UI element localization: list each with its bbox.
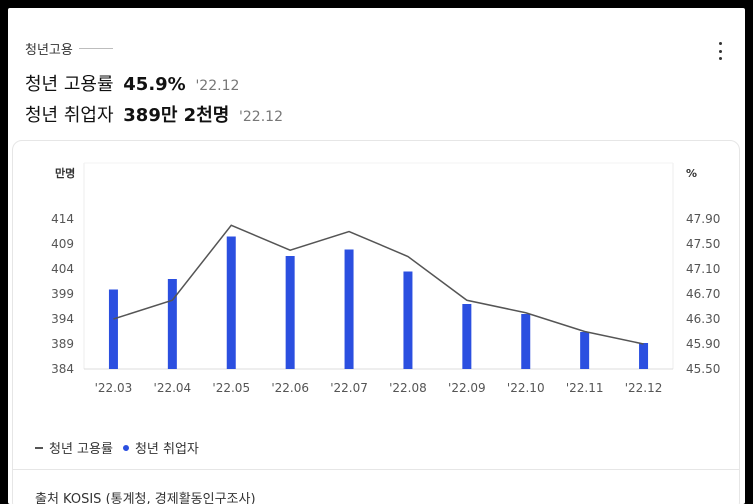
y-right-tick-label: 45.50 bbox=[686, 362, 720, 376]
combo-chart: 만명 % 414 409 404 399 394 389 384 47.90 47.50 47.10 4… bbox=[51, 162, 720, 395]
x-tick-label: '22.10 bbox=[507, 381, 545, 395]
y-right-tick-label: 46.30 bbox=[686, 312, 720, 326]
section-label: 청년고용 bbox=[25, 39, 113, 58]
x-tick-label: '22.07 bbox=[330, 381, 368, 395]
bar-9 bbox=[639, 343, 649, 369]
more-options-icon bbox=[718, 42, 722, 45]
stat-date: '22.12 bbox=[195, 78, 240, 94]
stat-label: 청년 고용률 bbox=[25, 74, 114, 95]
legend-label: 청년 취업자 bbox=[134, 442, 199, 457]
x-tick-label: '22.06 bbox=[271, 381, 309, 395]
bar-5 bbox=[403, 271, 413, 369]
youth-employed-count: 청년 취업자 389만 2천명 '22.12 bbox=[25, 101, 283, 127]
stat-date: '22.12 bbox=[239, 109, 283, 125]
source-text: 출처 KOSIS (통계청, 경제활동인구조사) bbox=[35, 492, 256, 504]
y-right-tick-label: 47.90 bbox=[686, 212, 720, 226]
stat-label: 청년 취업자 bbox=[25, 105, 114, 126]
y-left-tick-label: 414 bbox=[51, 212, 74, 226]
x-tick-label: '22.08 bbox=[389, 381, 427, 395]
legend-dash-icon bbox=[35, 446, 43, 449]
y-right-tick-label: 47.10 bbox=[686, 262, 720, 276]
y-right-tick-label: 47.50 bbox=[686, 237, 720, 251]
stat-value: 45.9% bbox=[123, 74, 186, 95]
x-tick-label: '22.11 bbox=[566, 381, 604, 395]
x-tick-label: '22.09 bbox=[448, 381, 486, 395]
bar-2 bbox=[226, 236, 236, 369]
more-options-button[interactable] bbox=[714, 42, 726, 60]
y-left-unit-label: 만명 bbox=[55, 166, 75, 180]
legend-item-rate[interactable]: 청년 고용률 bbox=[35, 438, 113, 457]
stat-value: 389만 2천명 bbox=[123, 105, 230, 126]
chart-panel: 만명% 414 409 404 399 394 389 384 47.90 47.50 47.10 4… bbox=[12, 140, 740, 504]
y-left-tick-label: 404 bbox=[51, 262, 74, 276]
legend-dot-icon bbox=[122, 444, 129, 451]
y-left-tick-label: 394 bbox=[51, 312, 74, 326]
y-left-tick-label: 389 bbox=[51, 337, 74, 351]
legend-item-employed[interactable]: 청년 취업자 bbox=[122, 438, 199, 457]
divider bbox=[13, 469, 739, 470]
bar-6 bbox=[462, 304, 472, 369]
section-label-text: 청년고용 bbox=[25, 43, 73, 58]
x-tick-label: '22.03 bbox=[95, 381, 133, 395]
x-tick-label: '22.05 bbox=[212, 381, 250, 395]
section-label-line bbox=[78, 48, 113, 49]
x-tick-label: '22.12 bbox=[625, 381, 663, 395]
bar-0 bbox=[108, 289, 118, 369]
y-left-tick-label: 399 bbox=[51, 287, 74, 301]
y-right-unit-label: % bbox=[686, 167, 697, 180]
bar-8 bbox=[580, 332, 590, 369]
y-right-tick-label: 46.70 bbox=[686, 287, 720, 301]
youth-employment-rate: 청년 고용률 45.9% '22.12 bbox=[25, 70, 239, 96]
bar-3 bbox=[285, 256, 295, 369]
y-left-tick-label: 409 bbox=[51, 237, 74, 251]
bar-7 bbox=[521, 314, 531, 369]
bar-1 bbox=[167, 279, 177, 369]
legend-label: 청년 고용률 bbox=[49, 442, 113, 457]
x-tick-label: '22.04 bbox=[154, 381, 192, 395]
y-left-tick-label: 384 bbox=[51, 362, 74, 376]
employment-card: 청년고용 청년 고용률 45.9% '22.12 청년 취업자 389만 2천명… bbox=[8, 8, 745, 504]
bar-4 bbox=[344, 249, 354, 369]
chart-legend: 청년 고용률 청년 취업자 bbox=[35, 438, 209, 457]
employment-rate-line bbox=[113, 224, 644, 345]
y-right-tick-label: 45.90 bbox=[686, 337, 720, 351]
